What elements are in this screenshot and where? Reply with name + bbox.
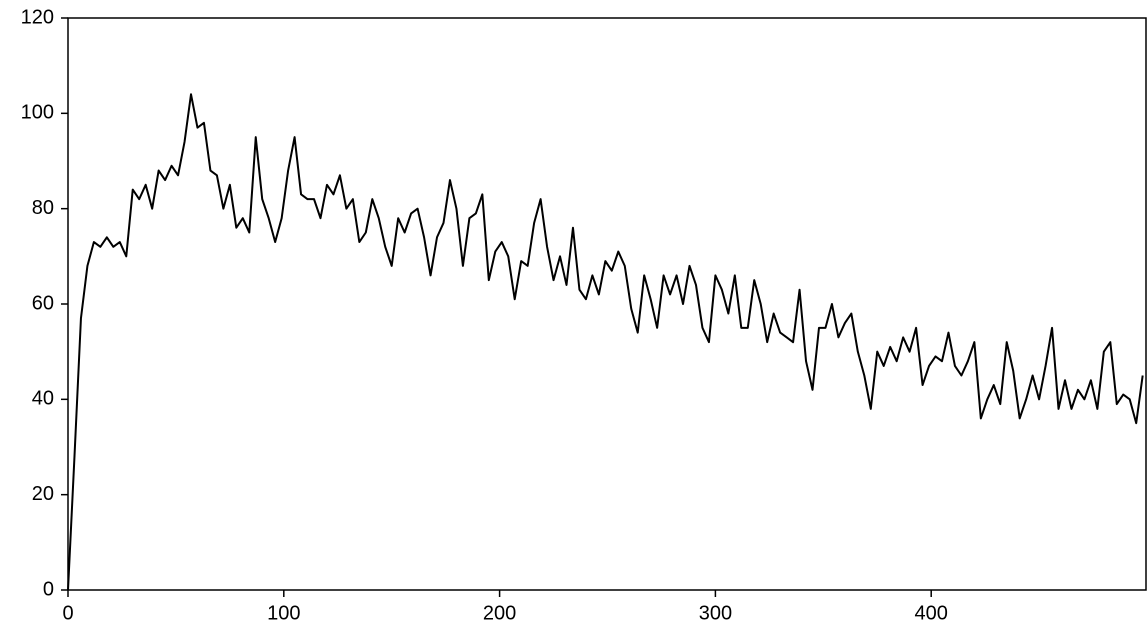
y-tick-label: 80	[32, 197, 54, 219]
y-tick-label: 20	[32, 483, 54, 505]
y-tick-label: 60	[32, 292, 54, 314]
x-tick-label: 300	[699, 602, 732, 624]
data-line	[67, 93, 1144, 591]
y-tick-label: 120	[21, 6, 54, 28]
plot-frame	[67, 17, 1147, 591]
x-tick-label: 100	[267, 602, 300, 624]
x-tick-label: 0	[62, 602, 73, 624]
y-tick-label: 100	[21, 102, 54, 124]
x-tick-label: 400	[915, 602, 948, 624]
x-tick-label: 200	[483, 602, 516, 624]
y-tick-label: 40	[32, 388, 54, 410]
y-tick-label: 0	[43, 578, 54, 600]
